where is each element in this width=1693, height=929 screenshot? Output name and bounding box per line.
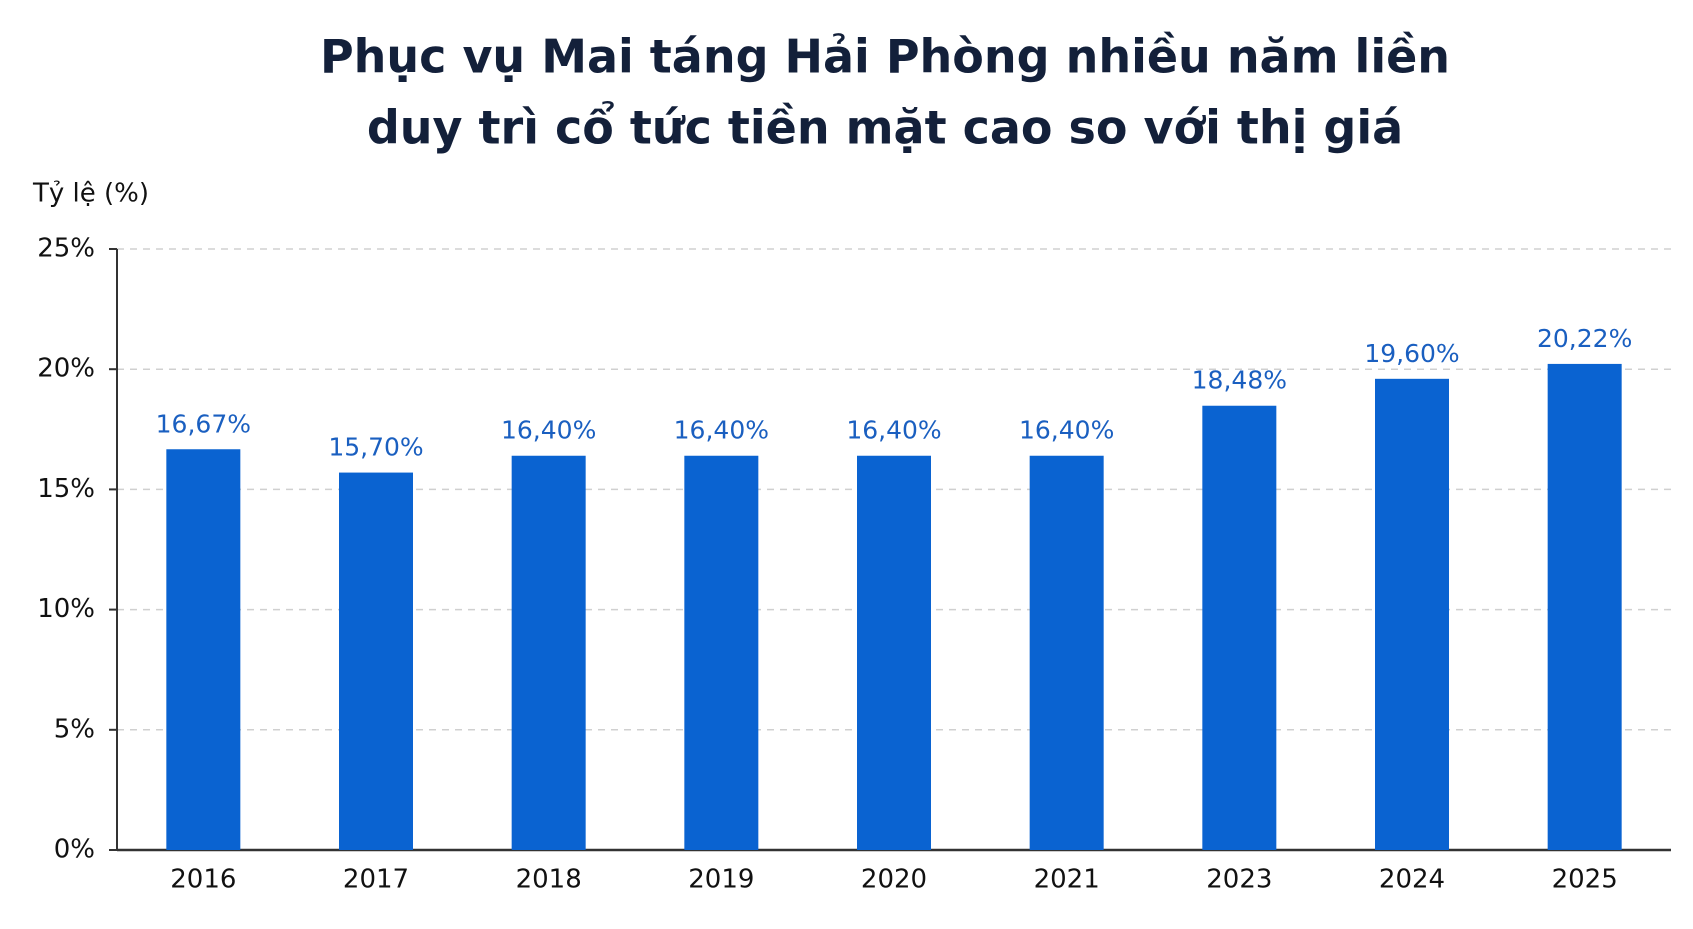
- x-tick-label: 2020: [861, 865, 927, 895]
- y-tick-label: 0%: [54, 835, 95, 865]
- x-tick-label: 2025: [1552, 865, 1618, 895]
- bar: [1375, 378, 1449, 850]
- x-tick-label: 2016: [170, 865, 236, 895]
- y-axis-label: Tỷ lệ (%): [32, 179, 149, 209]
- bar: [166, 449, 241, 850]
- bar: [684, 455, 759, 850]
- value-label: 16,40%: [674, 416, 769, 445]
- value-label: 16,67%: [156, 409, 251, 438]
- bar: [1547, 363, 1622, 850]
- bar: [511, 455, 586, 850]
- x-tick-label: 2021: [1034, 865, 1100, 895]
- chart-title: Phục vụ Mai táng Hải Phòng nhiều năm liề…: [320, 30, 1450, 84]
- value-label: 20,22%: [1537, 324, 1632, 353]
- value-label: 16,40%: [1019, 416, 1114, 445]
- y-tick-label: 25%: [37, 234, 95, 264]
- value-label: 18,48%: [1192, 366, 1287, 395]
- value-label: 16,40%: [846, 416, 941, 445]
- x-tick-label: 2024: [1379, 865, 1445, 895]
- value-label: 16,40%: [501, 416, 596, 445]
- bar: [339, 472, 413, 850]
- bar: [1029, 455, 1104, 850]
- y-tick-label: 20%: [37, 354, 95, 384]
- value-label: 15,70%: [328, 433, 423, 462]
- x-tick-label: 2018: [516, 865, 582, 895]
- bar: [1202, 405, 1277, 850]
- value-label: 19,60%: [1364, 339, 1459, 368]
- y-tick-label: 10%: [37, 594, 95, 624]
- y-tick-label: 15%: [37, 474, 95, 504]
- chart-title: duy trì cổ tức tiền mặt cao so với thị g…: [367, 101, 1403, 155]
- bar: [857, 455, 931, 850]
- x-tick-label: 2019: [688, 865, 754, 895]
- x-tick-label: 2023: [1206, 865, 1272, 895]
- x-tick-label: 2017: [343, 865, 409, 895]
- y-tick-label: 5%: [54, 714, 95, 744]
